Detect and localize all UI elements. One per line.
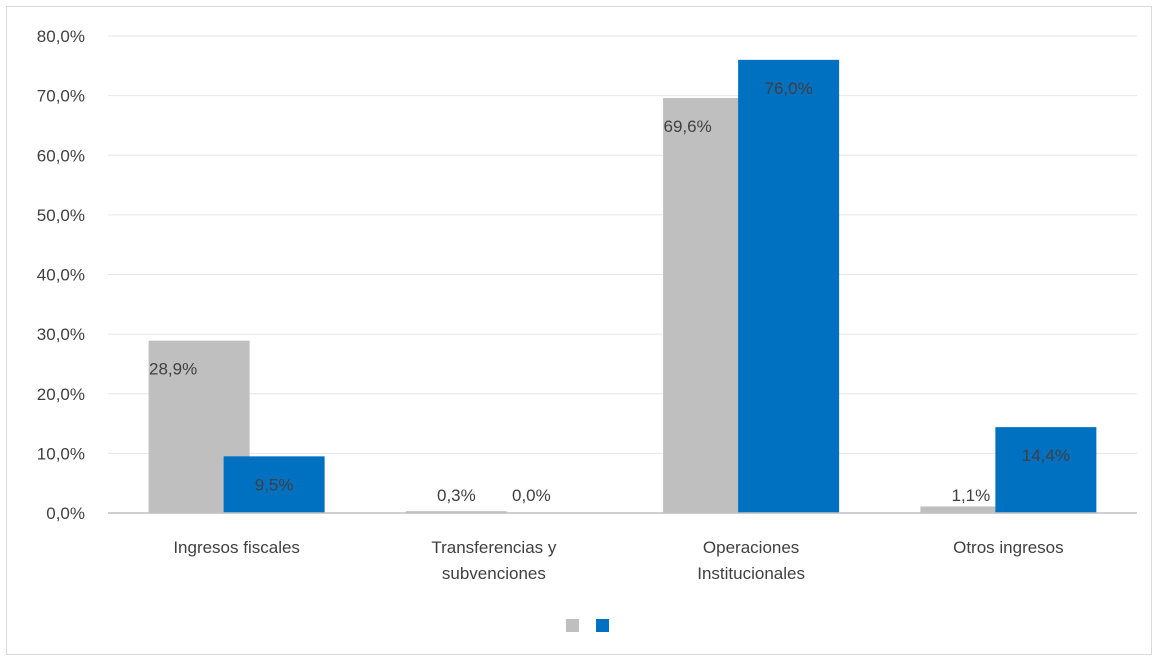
data-label: 1,1%: [952, 486, 991, 505]
y-tick-label: 60,0%: [37, 146, 85, 165]
y-tick-label: 40,0%: [37, 266, 85, 285]
category-label: Institucionales: [697, 564, 805, 583]
category-label: Operaciones: [703, 538, 799, 557]
data-label: 0,3%: [437, 486, 476, 505]
y-tick-label: 0,0%: [46, 504, 85, 523]
category-label: Transferencias y: [431, 538, 557, 557]
data-label: 76,0%: [765, 79, 813, 98]
data-label: 9,5%: [255, 475, 294, 494]
bar: [995, 427, 1097, 513]
category-label: Ingresos fiscales: [173, 538, 300, 557]
chart-frame: [6, 6, 1152, 655]
bar: [223, 456, 325, 513]
bar: [405, 511, 507, 513]
y-tick-label: 80,0%: [37, 27, 85, 46]
data-label: 14,4%: [1022, 446, 1070, 465]
bar: [920, 506, 1022, 513]
y-tick-label: 30,0%: [37, 325, 85, 344]
y-tick-label: 50,0%: [37, 206, 85, 225]
y-tick-label: 10,0%: [37, 444, 85, 463]
data-label: 69,6%: [664, 117, 712, 136]
data-label: 28,9%: [149, 360, 197, 379]
legend-marker: [566, 619, 579, 632]
y-tick-label: 70,0%: [37, 87, 85, 106]
legend-marker: [596, 619, 609, 632]
category-label: Otros ingresos: [953, 538, 1064, 557]
data-label: 0,0%: [512, 486, 551, 505]
category-label: subvenciones: [442, 564, 546, 583]
y-tick-label: 20,0%: [37, 385, 85, 404]
bar: [738, 59, 840, 513]
